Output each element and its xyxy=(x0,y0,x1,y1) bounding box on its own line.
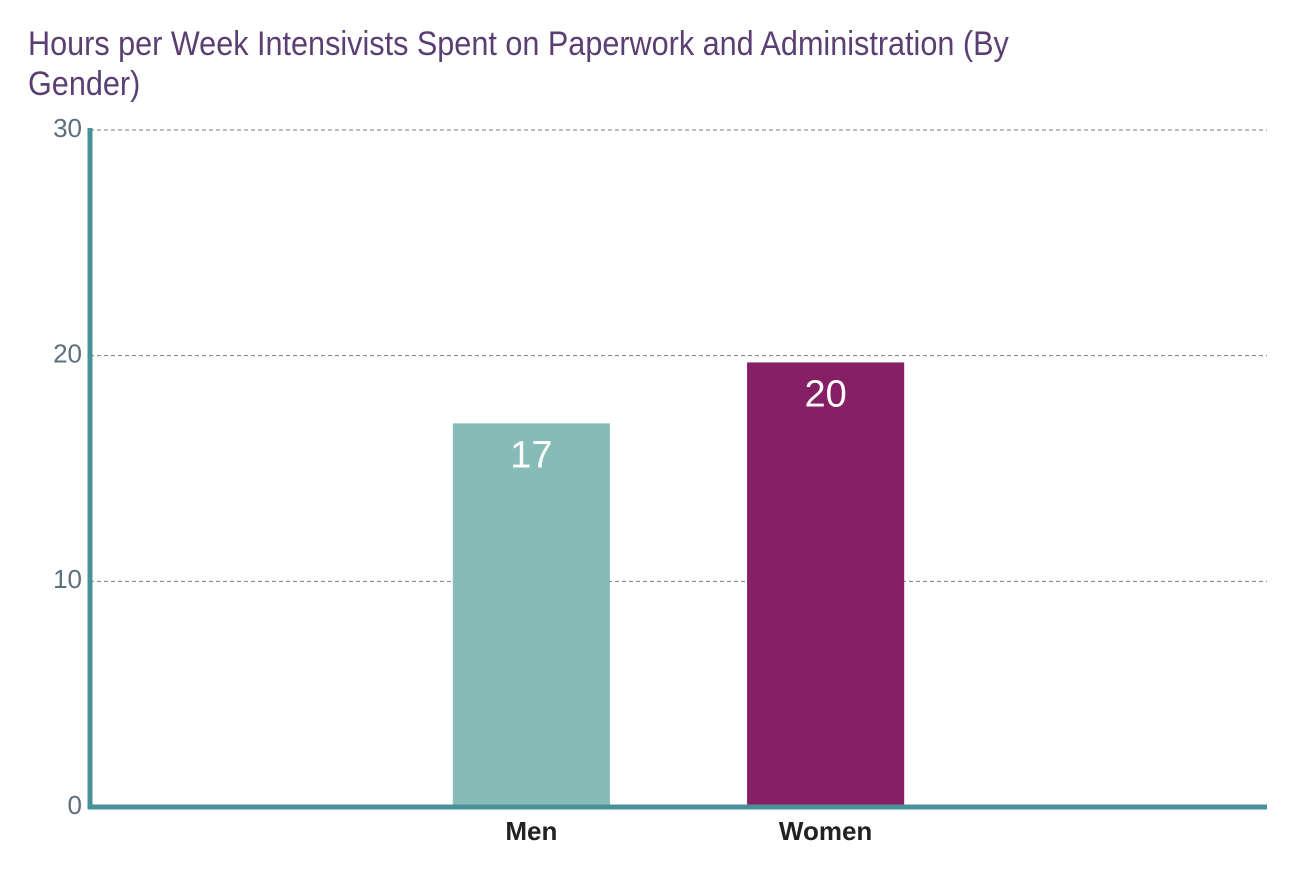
value-label: 17 xyxy=(510,434,552,476)
y-tick-label: 20 xyxy=(53,339,82,369)
x-tick-label: Women xyxy=(779,816,872,846)
chart-title: Hours per Week Intensivists Spent on Pap… xyxy=(28,25,1009,103)
value-label: 20 xyxy=(804,373,846,415)
x-tick-label: Men xyxy=(505,816,557,846)
y-tick-label: 30 xyxy=(53,113,82,143)
bar xyxy=(452,423,610,807)
y-tick-label: 10 xyxy=(53,564,82,594)
bar xyxy=(747,362,905,807)
y-tick-label: 0 xyxy=(68,790,82,820)
